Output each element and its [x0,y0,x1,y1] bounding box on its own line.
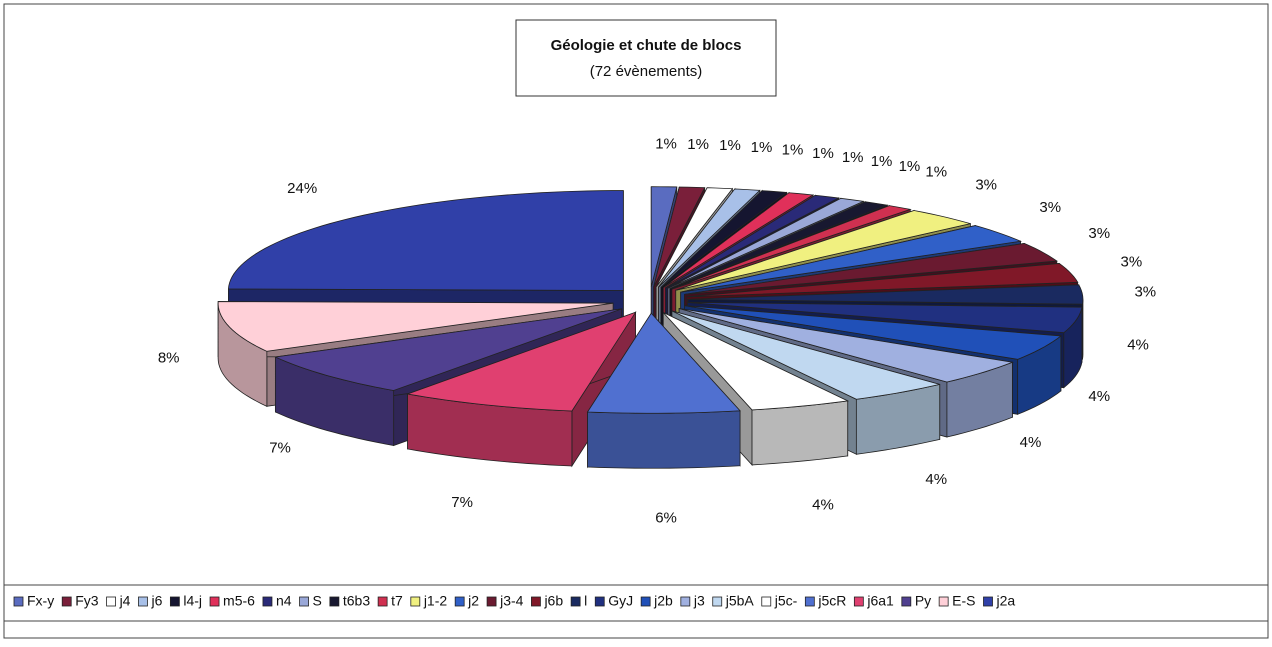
data-label: 3% [1088,225,1110,242]
legend-swatch [411,597,420,606]
legend-swatch [641,597,650,606]
legend-swatch [210,597,219,606]
legend-swatch [330,597,339,606]
data-label: 4% [1127,336,1149,353]
legend-swatch [138,597,147,606]
data-label: 3% [1120,253,1142,270]
legend-label: j2b [653,593,673,609]
data-label: 7% [451,494,473,511]
data-label: 1% [655,135,677,152]
data-label: 24% [287,180,317,197]
legend-label: Fx-y [27,593,54,609]
legend-swatch [487,597,496,606]
data-label: 1% [782,142,804,159]
data-label: 1% [812,145,834,162]
legend-label: j5bA [725,593,755,609]
data-label: 1% [687,136,709,153]
legend-swatch [984,597,993,606]
legend-label: j3 [693,593,705,609]
legend-label: t6b3 [343,593,370,609]
legend-label: E-S [952,593,975,609]
legend-swatch [854,597,863,606]
data-label: 8% [158,350,180,367]
slice-side [752,401,848,465]
legend-swatch [595,597,604,606]
legend-swatch [455,597,464,606]
legend-swatch [681,597,690,606]
legend-swatch [713,597,722,606]
data-label: 3% [1134,283,1156,300]
legend-swatch [300,597,309,606]
legend-label: l [584,593,587,609]
legend-label: j5c- [774,593,798,609]
legend-swatch [170,597,179,606]
legend-swatch [939,597,948,606]
legend-label: m5-6 [223,593,255,609]
data-label: 6% [655,510,677,527]
legend-label: S [313,593,322,609]
data-label: 1% [925,164,947,181]
chart-subtitle: (72 évènements) [590,63,703,80]
legend-swatch [902,597,911,606]
legend-label: j2 [467,593,479,609]
data-label: 4% [925,471,947,488]
legend-swatch [263,597,272,606]
legend-label: j6b [543,593,563,609]
legend-label: n4 [276,593,292,609]
legend-label: t7 [391,593,403,609]
legend-label: Fy3 [75,593,99,609]
data-label: 1% [899,158,921,175]
title-box [516,20,776,96]
legend-swatch [378,597,387,606]
legend-label: j2a [996,593,1016,609]
data-label: 3% [975,176,997,193]
data-label: 1% [871,153,893,170]
data-label: 1% [751,139,773,156]
legend-label: j6a1 [866,593,894,609]
legend-swatch [107,597,116,606]
slice-side [588,411,740,469]
legend-label: j6 [150,593,162,609]
legend-label: j4 [119,593,131,609]
legend-swatch [62,597,71,606]
data-label: 4% [1088,388,1110,405]
data-label: 3% [1039,199,1061,216]
legend-label: l4-j [183,593,202,609]
legend-label: Py [915,593,931,609]
legend-label: j1-2 [423,593,448,609]
chart-title: Géologie et chute de blocs [551,37,742,54]
data-label: 4% [812,497,834,514]
legend-swatch [531,597,540,606]
legend-label: j3-4 [499,593,524,609]
legend-swatch [762,597,771,606]
data-label: 7% [269,439,291,456]
legend-label: j5cR [817,593,846,609]
data-label: 4% [1020,434,1042,451]
legend-label: GyJ [608,593,633,609]
data-label: 1% [842,149,864,166]
legend-swatch [571,597,580,606]
legend-swatch [14,597,23,606]
legend-swatch [805,597,814,606]
data-label: 1% [719,137,741,154]
